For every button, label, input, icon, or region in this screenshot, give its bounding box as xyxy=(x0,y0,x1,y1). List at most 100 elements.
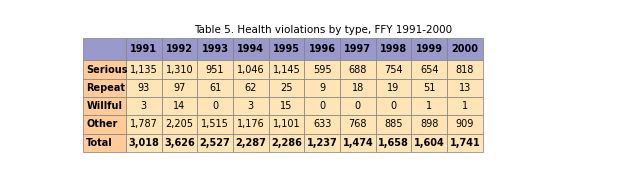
Text: 0: 0 xyxy=(355,101,361,111)
Bar xyxy=(198,38,233,60)
Text: Repeat: Repeat xyxy=(86,83,125,93)
Bar xyxy=(447,79,483,97)
Bar xyxy=(375,60,411,79)
Bar xyxy=(269,115,304,134)
Bar xyxy=(304,97,340,115)
Bar xyxy=(198,60,233,79)
Bar xyxy=(375,97,411,115)
Bar xyxy=(198,134,233,152)
Bar xyxy=(269,79,304,97)
Text: 51: 51 xyxy=(423,83,435,93)
Bar xyxy=(233,134,269,152)
Bar xyxy=(375,115,411,134)
Bar xyxy=(269,38,304,60)
Text: 61: 61 xyxy=(209,83,221,93)
Bar xyxy=(411,134,447,152)
Text: 909: 909 xyxy=(456,120,474,130)
Text: 1,604: 1,604 xyxy=(414,138,445,148)
Text: 1,741: 1,741 xyxy=(449,138,480,148)
Text: 1: 1 xyxy=(462,101,468,111)
Bar xyxy=(375,79,411,97)
Text: 3: 3 xyxy=(248,101,254,111)
Text: 1994: 1994 xyxy=(237,44,264,54)
Bar xyxy=(375,38,411,60)
Text: 3: 3 xyxy=(141,101,147,111)
Bar xyxy=(198,115,233,134)
Bar xyxy=(83,60,126,79)
Text: 951: 951 xyxy=(206,65,224,75)
Bar xyxy=(83,134,126,152)
Bar xyxy=(126,60,162,79)
Text: 688: 688 xyxy=(349,65,367,75)
Text: 1,176: 1,176 xyxy=(237,120,264,130)
Bar xyxy=(411,115,447,134)
Bar xyxy=(83,79,126,97)
Bar xyxy=(198,79,233,97)
Bar xyxy=(411,97,447,115)
Text: 19: 19 xyxy=(387,83,399,93)
Text: 25: 25 xyxy=(280,83,293,93)
Bar xyxy=(340,79,375,97)
Bar xyxy=(340,134,375,152)
Bar xyxy=(162,97,198,115)
Text: 2,287: 2,287 xyxy=(235,138,266,148)
Bar xyxy=(447,134,483,152)
Bar xyxy=(162,134,198,152)
Text: 1995: 1995 xyxy=(273,44,300,54)
Bar xyxy=(340,115,375,134)
Text: 97: 97 xyxy=(173,83,186,93)
Text: 9: 9 xyxy=(319,83,325,93)
Text: 885: 885 xyxy=(384,120,403,130)
Text: 1,145: 1,145 xyxy=(273,65,300,75)
Text: 1,787: 1,787 xyxy=(130,120,158,130)
Bar xyxy=(340,60,375,79)
Text: Total: Total xyxy=(86,138,113,148)
Text: 1,046: 1,046 xyxy=(237,65,264,75)
Bar xyxy=(340,97,375,115)
Bar xyxy=(447,97,483,115)
Text: 1999: 1999 xyxy=(416,44,443,54)
Bar xyxy=(233,38,269,60)
Text: 1993: 1993 xyxy=(201,44,228,54)
Bar xyxy=(411,60,447,79)
Text: 1,515: 1,515 xyxy=(201,120,229,130)
Bar xyxy=(269,134,304,152)
Bar xyxy=(269,97,304,115)
Text: 1,658: 1,658 xyxy=(378,138,409,148)
Bar xyxy=(447,60,483,79)
Bar xyxy=(83,38,126,60)
Text: 1997: 1997 xyxy=(345,44,372,54)
Text: 13: 13 xyxy=(459,83,471,93)
Bar xyxy=(411,79,447,97)
Bar xyxy=(162,79,198,97)
Text: Willful: Willful xyxy=(86,101,122,111)
Text: 0: 0 xyxy=(212,101,218,111)
Text: 3,626: 3,626 xyxy=(164,138,195,148)
Text: 3,018: 3,018 xyxy=(128,138,159,148)
Bar xyxy=(447,38,483,60)
Text: 18: 18 xyxy=(351,83,364,93)
Text: 818: 818 xyxy=(456,65,474,75)
Text: 62: 62 xyxy=(245,83,257,93)
Bar xyxy=(126,97,162,115)
Text: 14: 14 xyxy=(174,101,186,111)
Bar xyxy=(340,38,375,60)
Text: 1998: 1998 xyxy=(380,44,407,54)
Bar xyxy=(83,97,126,115)
Text: 2,205: 2,205 xyxy=(165,120,193,130)
Bar xyxy=(304,79,340,97)
Bar xyxy=(447,115,483,134)
Text: 1996: 1996 xyxy=(309,44,336,54)
Bar xyxy=(233,97,269,115)
Text: 2,286: 2,286 xyxy=(271,138,302,148)
Text: 1,135: 1,135 xyxy=(130,65,158,75)
Text: Serious: Serious xyxy=(86,65,127,75)
Bar xyxy=(269,60,304,79)
Text: 15: 15 xyxy=(280,101,293,111)
Bar xyxy=(126,38,162,60)
Text: 0: 0 xyxy=(391,101,397,111)
Text: 595: 595 xyxy=(313,65,331,75)
Text: 1,310: 1,310 xyxy=(165,65,193,75)
Text: Table 5. Health violations by type, FFY 1991-2000: Table 5. Health violations by type, FFY … xyxy=(194,25,452,35)
Bar xyxy=(126,79,162,97)
